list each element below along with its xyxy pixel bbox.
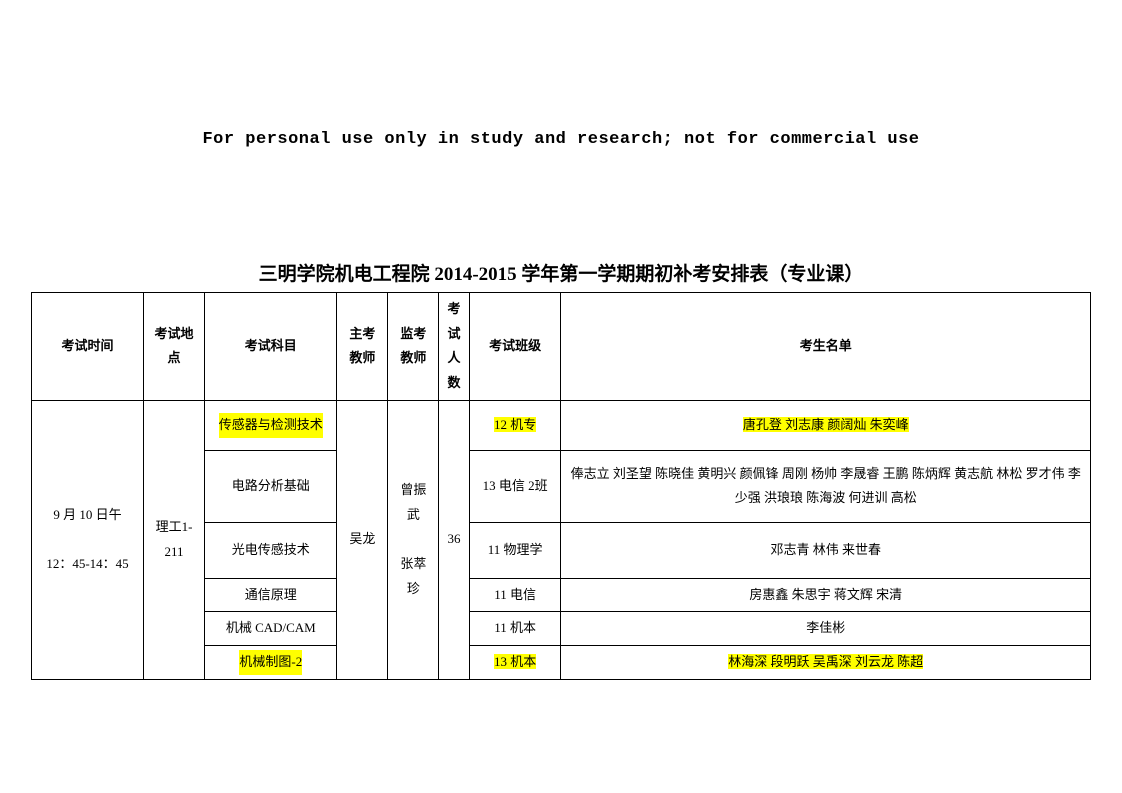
cell-proctor: 曾振武 张萃珍 xyxy=(388,400,439,679)
cell-names: 邓志青 林伟 来世春 xyxy=(561,522,1091,578)
cell-main-teacher: 吴龙 xyxy=(337,400,388,679)
cell-subject: 传感器与检测技术 xyxy=(205,400,337,450)
cell-subject: 机械制图-2 xyxy=(205,646,337,680)
cell-subject: 机械 CAD/CAM xyxy=(205,612,337,646)
class-text: 11 机本 xyxy=(494,620,536,635)
cell-place: 理工1-211 xyxy=(144,400,205,679)
subject-text: 机械 CAD/CAM xyxy=(226,616,316,641)
th-subject: 考试科目 xyxy=(205,293,337,401)
names-text: 俸志立 刘圣望 陈晓佳 黄明兴 颜佩锋 周刚 杨帅 李晟睿 王鹏 陈炳辉 黄志航… xyxy=(571,466,1081,506)
cell-names: 房惠鑫 朱思宇 蒋文辉 宋清 xyxy=(561,578,1091,612)
time-line1: 9 月 10 日午 xyxy=(53,507,121,522)
subject-text: 光电传感技术 xyxy=(232,538,310,563)
proctor-line1: 曾振武 xyxy=(400,482,426,522)
th-proctor: 监考教师 xyxy=(388,293,439,401)
names-text: 林海深 段明跃 吴禹深 刘云龙 陈超 xyxy=(728,654,923,669)
class-text: 12 机专 xyxy=(494,417,536,432)
cell-class: 12 机专 xyxy=(469,400,561,450)
th-time: 考试时间 xyxy=(32,293,144,401)
class-text: 13 电信 2班 xyxy=(483,478,548,493)
names-text: 李佳彬 xyxy=(806,620,845,635)
th-names: 考生名单 xyxy=(561,293,1091,401)
proctor-line2: 张萃珍 xyxy=(400,556,426,596)
th-class: 考试班级 xyxy=(469,293,561,401)
cell-names: 唐孔登 刘志康 颜阔灿 朱奕峰 xyxy=(561,400,1091,450)
cell-subject: 光电传感技术 xyxy=(205,522,337,578)
cell-class: 11 电信 xyxy=(469,578,561,612)
disclaimer-notice: For personal use only in study and resea… xyxy=(0,130,1122,149)
cell-class: 11 物理学 xyxy=(469,522,561,578)
table-row: 9 月 10 日午 12：45-14：45 理工1-211 传感器与检测技术 吴… xyxy=(32,400,1091,450)
time-line2: 12：45-14：45 xyxy=(46,556,128,571)
th-place: 考试地点 xyxy=(144,293,205,401)
subject-text: 电路分析基础 xyxy=(232,474,310,499)
th-main-teacher: 主考教师 xyxy=(337,293,388,401)
cell-class: 13 电信 2班 xyxy=(469,450,561,522)
cell-count: 36 xyxy=(439,400,470,679)
th-count: 考试人数 xyxy=(439,293,470,401)
cell-class: 11 机本 xyxy=(469,612,561,646)
class-text: 11 电信 xyxy=(494,587,536,602)
cell-names: 李佳彬 xyxy=(561,612,1091,646)
cell-class: 13 机本 xyxy=(469,646,561,680)
schedule-table: 考试时间 考试地点 考试科目 主考教师 监考教师 考试人数 考试班级 考生名单 … xyxy=(31,292,1091,680)
cell-names: 林海深 段明跃 吴禹深 刘云龙 陈超 xyxy=(561,646,1091,680)
table-header-row: 考试时间 考试地点 考试科目 主考教师 监考教师 考试人数 考试班级 考生名单 xyxy=(32,293,1091,401)
names-text: 房惠鑫 朱思宇 蒋文辉 宋清 xyxy=(749,587,902,602)
names-text: 唐孔登 刘志康 颜阔灿 朱奕峰 xyxy=(743,417,909,432)
subject-text: 通信原理 xyxy=(245,583,297,608)
cell-subject: 通信原理 xyxy=(205,578,337,612)
page-title: 三明学院机电工程院 2014-2015 学年第一学期期初补考安排表（专业课） xyxy=(0,259,1122,286)
cell-names: 俸志立 刘圣望 陈晓佳 黄明兴 颜佩锋 周刚 杨帅 李晟睿 王鹏 陈炳辉 黄志航… xyxy=(561,450,1091,522)
subject-text: 机械制图-2 xyxy=(239,650,302,675)
cell-subject: 电路分析基础 xyxy=(205,450,337,522)
class-text: 11 物理学 xyxy=(488,542,543,557)
cell-time: 9 月 10 日午 12：45-14：45 xyxy=(32,400,144,679)
class-text: 13 机本 xyxy=(494,654,536,669)
subject-text: 传感器与检测技术 xyxy=(219,413,323,438)
names-text: 邓志青 林伟 来世春 xyxy=(770,542,881,557)
